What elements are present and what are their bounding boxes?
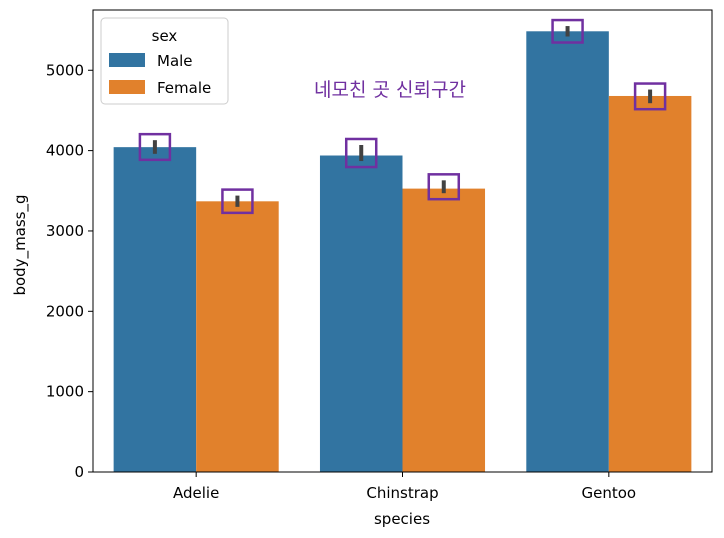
error-bars-group [152,26,653,207]
ci-annotation: 네모친 곳 신뢰구간 [314,79,466,101]
ci-highlight-gentoo-male [551,18,584,44]
y-tick-label-0: 0 [74,463,84,481]
bar-adelie-male [113,147,197,472]
x-tick-label-chinstrap: Chinstrap [366,484,438,502]
y-tick-label-2000: 2000 [46,302,84,320]
bar-adelie-female [196,201,279,472]
legend-label-male: Male [157,52,193,70]
x-tick-label-adelie: Adelie [173,484,219,502]
ci-highlight-adelie-male [138,132,172,162]
bar-gentoo-female [608,95,692,473]
ci-highlight-chinstrap-male [344,137,378,169]
bars-group [113,31,692,473]
bar-chinstrap-female [402,188,486,472]
ci-highlight-chinstrap-female [427,173,461,201]
y-axis-label: body_mass_g [11,194,30,295]
legend-swatch-female [109,80,145,94]
ci-highlight-adelie-female [221,188,254,215]
bar-chinstrap-male [319,155,403,472]
legend-label-female: Female [157,79,211,97]
x-tick-label-gentoo: Gentoo [582,484,637,502]
y-tick-label-5000: 5000 [46,61,84,79]
x-axis-label: species [374,510,430,528]
ci-highlight-gentoo-female [633,82,667,111]
highlight-boxes-group [138,18,667,215]
y-tick-label-4000: 4000 [46,142,84,160]
axes-group: Adelie Chinstrap Gentoo 0 1000 2000 3000 4000 50… [46,9,713,502]
legend: sex Male Female [100,17,229,105]
bar-gentoo-male [526,31,609,472]
legend-title: sex [152,27,178,45]
legend-swatch-male [109,53,145,67]
y-tick-label-3000: 3000 [46,222,84,240]
plot-frame [92,9,713,473]
y-tick-label-1000: 1000 [46,383,84,401]
